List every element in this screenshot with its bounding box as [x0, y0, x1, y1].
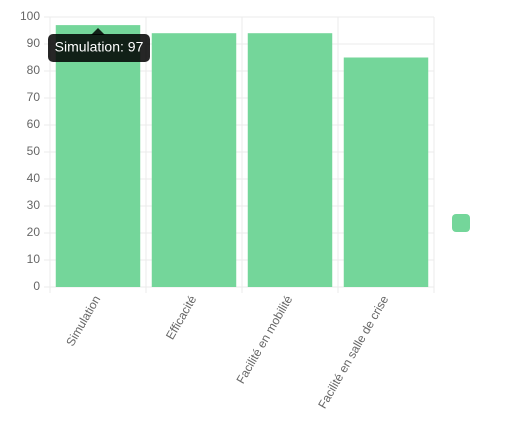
y-tick-label: 30	[27, 198, 41, 212]
bar	[343, 57, 429, 287]
bar	[247, 33, 333, 288]
tooltip-text: Simulation: 97	[55, 39, 144, 55]
y-tick-label: 0	[33, 279, 40, 293]
legend-marker	[452, 214, 470, 232]
y-tick-label: 70	[27, 90, 41, 104]
x-tick-label: Facilité en mobilité	[234, 293, 296, 386]
bar	[151, 33, 237, 288]
x-tick-label: Simulation	[63, 293, 103, 349]
bar	[55, 25, 141, 287]
y-tick-label: 10	[27, 252, 41, 266]
y-tick-label: 50	[27, 144, 41, 158]
y-tick-label: 90	[27, 36, 41, 50]
tooltip-box	[48, 34, 150, 62]
y-tick-label: 20	[27, 225, 41, 239]
tooltip: Simulation: 97	[48, 28, 150, 62]
y-tick-label: 80	[27, 63, 41, 77]
y-tick-label: 100	[20, 9, 40, 23]
y-tick-label: 40	[27, 171, 41, 185]
x-tick-label: Efficacité	[163, 293, 200, 342]
x-tick-label: Facilité en salle de crise	[315, 293, 391, 411]
tooltip-arrow	[91, 28, 105, 35]
y-tick-label: 60	[27, 117, 41, 131]
